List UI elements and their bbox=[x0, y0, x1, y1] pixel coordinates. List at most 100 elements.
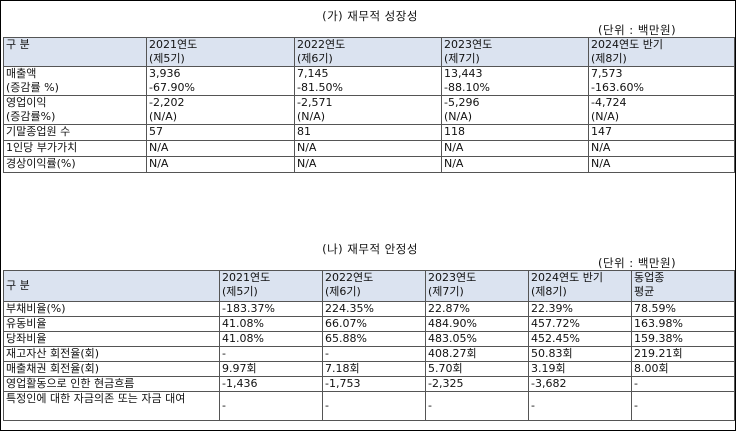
stability-cell: 483.05% bbox=[425, 331, 529, 347]
stability-cell-line: 50.83회 bbox=[531, 347, 573, 361]
growth-cell: 118 bbox=[441, 124, 589, 141]
stability-cell-line: -3,682 bbox=[531, 377, 567, 391]
stability-cell-line: 163.98% bbox=[634, 317, 683, 331]
stability-cell-line: -2,325 bbox=[428, 377, 464, 391]
stability-cell: - bbox=[631, 376, 735, 392]
stability-row-label-line: 유동비율 bbox=[6, 317, 47, 331]
growth-cell-line: 57 bbox=[149, 125, 163, 139]
growth-header-col-line: (제6기) bbox=[297, 51, 333, 65]
stability-header-col-line: (제6기) bbox=[325, 284, 361, 298]
stability-cell-line: 22.87% bbox=[428, 302, 470, 316]
growth-unit: (단위 : 백만원) bbox=[598, 23, 677, 37]
stability-header-col: 2022연도 (제6기) bbox=[322, 270, 426, 302]
stability-cell: 219.21회 bbox=[631, 346, 735, 362]
stability-cell: - bbox=[631, 391, 735, 421]
stability-cell-line: 483.05% bbox=[428, 332, 477, 346]
stability-cell: 22.87% bbox=[425, 301, 529, 317]
stability-cell: 484.90% bbox=[425, 316, 529, 332]
growth-header-col-line: 2024연도 반기 bbox=[591, 38, 663, 52]
growth-cell-line: -5,296 bbox=[444, 96, 480, 110]
stability-cell-line: 452.45% bbox=[531, 332, 580, 346]
stability-header-col: 동업종 평균 bbox=[631, 270, 735, 302]
growth-header-row: 구 분 2021연도 (제5기) 2022연도 (제6기) 2023연도 (제7기) 2024… bbox=[3, 37, 735, 67]
growth-cell: N/A bbox=[441, 156, 589, 173]
growth-header-col-line: (제7기) bbox=[444, 51, 480, 65]
growth-cell-line: N/A bbox=[149, 141, 169, 155]
growth-row: 기말종업원 수 57 81 118 147 bbox=[3, 124, 735, 141]
stability-cell: - bbox=[322, 391, 426, 421]
growth-row-label: 경상이익률(%) bbox=[3, 156, 147, 173]
stability-cell-line: - bbox=[222, 399, 226, 413]
growth-header-col-line: (제8기) bbox=[591, 51, 627, 65]
growth-cell-line: 13,443 bbox=[444, 67, 483, 81]
stability-cell-line: 66.07% bbox=[325, 317, 367, 331]
growth-cell-line: N/A bbox=[591, 141, 611, 155]
stability-row-label-line: 영업활동으로 인한 현금흐름 bbox=[6, 377, 135, 391]
stability-cell-line: -1,753 bbox=[325, 377, 361, 391]
stability-cell: 8.00회 bbox=[631, 361, 735, 377]
growth-cell-line: N/A bbox=[444, 141, 464, 155]
stability-cell-line: 9.97회 bbox=[222, 362, 257, 376]
stability-header-col-line: 2023연도 bbox=[428, 271, 477, 285]
stability-row-label: 영업활동으로 인한 현금흐름 bbox=[3, 376, 220, 392]
growth-cell: 3,936 -67.90% bbox=[146, 66, 295, 96]
stability-cell: 50.83회 bbox=[528, 346, 632, 362]
stability-header-col-line: (제5기) bbox=[222, 284, 258, 298]
growth-header-col-line: 2021연도 bbox=[149, 38, 198, 52]
growth-row: 매출액 (증감률 %) 3,936 -67.90% 7,145 -81.50% 13,443… bbox=[3, 66, 735, 96]
growth-cell: 13,443 -88.10% bbox=[441, 66, 589, 96]
stability-cell-line: - bbox=[325, 347, 329, 361]
stability-row-label-line: 재고자산 회전율(회) bbox=[6, 347, 100, 361]
stability-header-row: 구 분 2021연도 (제5기) 2022연도 (제6기) 2023연도 (제7기) 2024… bbox=[3, 270, 735, 302]
stability-cell: 163.98% bbox=[631, 316, 735, 332]
stability-row-label-line: 당좌비율 bbox=[6, 332, 47, 346]
growth-row-label: 매출액 (증감률 %) bbox=[3, 66, 147, 96]
stability-cell: 224.35% bbox=[322, 301, 426, 317]
stability-cell: 9.97회 bbox=[219, 361, 323, 377]
stability-cell-line: 219.21회 bbox=[634, 347, 683, 361]
stability-cell-line: - bbox=[428, 399, 432, 413]
growth-cell-line: N/A bbox=[297, 141, 317, 155]
growth-header-col: 2023연도 (제7기) bbox=[441, 37, 589, 67]
stability-cell-line: 159.38% bbox=[634, 332, 683, 346]
stability-cell-line: 3.19회 bbox=[531, 362, 566, 376]
stability-header-col-line: (제7기) bbox=[428, 284, 464, 298]
growth-cell-line: -4,724 bbox=[591, 96, 627, 110]
growth-cell: N/A bbox=[588, 156, 735, 173]
stability-row: 당좌비율 41.08% 65.88% 483.05% 452.45% 159.38% bbox=[3, 331, 735, 347]
growth-cell: N/A bbox=[146, 140, 295, 157]
growth-row-label-line: 1인당 부가가치 bbox=[6, 141, 78, 155]
stability-title: (나) 재무적 안정성 bbox=[322, 242, 418, 256]
growth-header-col-line: (제5기) bbox=[149, 51, 185, 65]
stability-cell-line: 484.90% bbox=[428, 317, 477, 331]
stability-row: 부채비율(%) -183.37% 224.35% 22.87% 22.39% 78.59% bbox=[3, 301, 735, 317]
growth-cell: 147 bbox=[588, 124, 735, 141]
growth-cell: N/A bbox=[294, 156, 442, 173]
stability-header-label: 구 분 bbox=[3, 270, 220, 302]
growth-row: 경상이익률(%) N/A N/A N/A N/A bbox=[3, 156, 735, 173]
growth-row-label: 영업이익 (증감률%) bbox=[3, 95, 147, 125]
stability-cell-line: -1,436 bbox=[222, 377, 258, 391]
growth-cell-line: (N/A) bbox=[591, 109, 620, 123]
stability-row-label: 특정인에 대한 자금의존 또는 자금 대여 bbox=[3, 391, 220, 421]
growth-cell-line: -81.50% bbox=[297, 80, 343, 94]
stability-table: 구 분 2021연도 (제5기) 2022연도 (제6기) 2023연도 (제7기) 2024… bbox=[3, 270, 735, 421]
growth-cell-line: 81 bbox=[297, 125, 311, 139]
stability-cell-line: 8.00회 bbox=[634, 362, 669, 376]
growth-cell-line: 147 bbox=[591, 125, 612, 139]
growth-header-label-line: 구 분 bbox=[6, 38, 30, 52]
stability-row: 재고자산 회전율(회) - - 408.27회 50.83회 219.21회 bbox=[3, 346, 735, 362]
growth-row-label-line: 영업이익 bbox=[6, 96, 47, 110]
stability-cell: 65.88% bbox=[322, 331, 426, 347]
stability-cell-line: 41.08% bbox=[222, 332, 264, 346]
growth-header-label: 구 분 bbox=[3, 37, 147, 67]
growth-row-label-line: (증감률 %) bbox=[6, 80, 59, 94]
stability-cell-line: 224.35% bbox=[325, 302, 374, 316]
stability-cell-line: 5.70회 bbox=[428, 362, 463, 376]
growth-row-label: 기말종업원 수 bbox=[3, 124, 147, 141]
stability-cell: 41.08% bbox=[219, 316, 323, 332]
stability-header-col-line: 평균 bbox=[634, 284, 655, 298]
growth-cell-line: -163.60% bbox=[591, 80, 644, 94]
stability-cell: 408.27회 bbox=[425, 346, 529, 362]
stability-row: 특정인에 대한 자금의존 또는 자금 대여 - - - - - bbox=[3, 391, 735, 421]
